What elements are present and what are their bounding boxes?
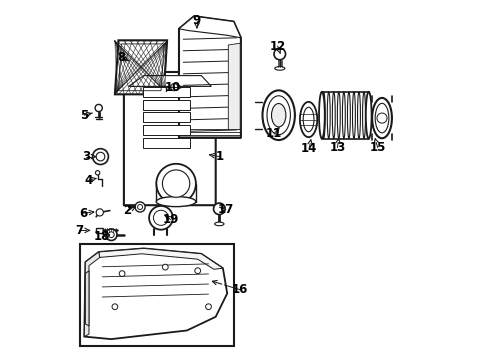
Circle shape [96, 209, 103, 216]
Text: 17: 17 [217, 203, 233, 216]
Polygon shape [84, 248, 227, 339]
Polygon shape [123, 72, 215, 205]
Ellipse shape [299, 102, 317, 137]
FancyBboxPatch shape [142, 112, 189, 122]
Circle shape [112, 304, 118, 310]
Polygon shape [179, 16, 241, 138]
Circle shape [108, 232, 114, 238]
Text: 13: 13 [328, 141, 345, 154]
Text: 18: 18 [94, 230, 110, 243]
Bar [80, 244, 234, 346]
Ellipse shape [156, 197, 196, 207]
Ellipse shape [347, 92, 349, 139]
Ellipse shape [357, 92, 360, 139]
Circle shape [170, 84, 178, 91]
Text: 9: 9 [192, 14, 201, 27]
Text: 8: 8 [117, 51, 125, 64]
Ellipse shape [326, 92, 329, 139]
Polygon shape [228, 43, 240, 130]
Polygon shape [179, 16, 241, 38]
Circle shape [105, 229, 117, 240]
Ellipse shape [322, 92, 325, 139]
FancyBboxPatch shape [142, 125, 189, 135]
Ellipse shape [271, 104, 285, 127]
Ellipse shape [371, 98, 391, 138]
Ellipse shape [262, 90, 294, 140]
Circle shape [149, 206, 172, 230]
Ellipse shape [303, 107, 313, 132]
Circle shape [162, 264, 168, 270]
Circle shape [162, 170, 189, 197]
Ellipse shape [365, 92, 371, 139]
Text: 7: 7 [75, 224, 83, 237]
Circle shape [194, 268, 200, 274]
Ellipse shape [332, 92, 335, 139]
FancyBboxPatch shape [142, 138, 189, 148]
Text: 4: 4 [85, 174, 93, 186]
Circle shape [96, 152, 104, 161]
Text: 5: 5 [80, 109, 88, 122]
FancyBboxPatch shape [142, 100, 189, 110]
Circle shape [92, 149, 108, 165]
Circle shape [376, 113, 386, 123]
Ellipse shape [374, 103, 388, 133]
Polygon shape [115, 40, 167, 94]
Circle shape [156, 164, 196, 203]
Ellipse shape [274, 67, 284, 70]
FancyBboxPatch shape [96, 228, 103, 233]
Text: 12: 12 [269, 40, 285, 53]
Text: 16: 16 [231, 283, 248, 296]
Text: 2: 2 [123, 204, 131, 217]
Circle shape [135, 202, 145, 212]
Ellipse shape [342, 92, 345, 139]
Circle shape [153, 210, 168, 225]
Ellipse shape [318, 92, 324, 139]
Circle shape [119, 271, 125, 276]
Text: 3: 3 [82, 150, 90, 163]
Text: 15: 15 [369, 141, 385, 154]
Polygon shape [128, 76, 211, 86]
Ellipse shape [337, 92, 340, 139]
Circle shape [205, 304, 211, 310]
Circle shape [95, 104, 102, 112]
FancyBboxPatch shape [142, 87, 189, 97]
Ellipse shape [266, 96, 290, 135]
Polygon shape [84, 252, 100, 337]
Ellipse shape [214, 222, 224, 226]
Circle shape [137, 204, 142, 210]
Ellipse shape [362, 92, 365, 139]
Circle shape [213, 203, 224, 215]
Text: 6: 6 [79, 207, 87, 220]
Polygon shape [85, 271, 89, 326]
Text: 1: 1 [215, 150, 223, 163]
Ellipse shape [352, 92, 355, 139]
Text: 11: 11 [265, 127, 282, 140]
Polygon shape [99, 248, 223, 269]
Circle shape [95, 171, 100, 175]
Circle shape [273, 48, 285, 60]
Text: 19: 19 [162, 213, 179, 226]
Text: 10: 10 [164, 81, 180, 94]
Text: 14: 14 [301, 142, 317, 155]
